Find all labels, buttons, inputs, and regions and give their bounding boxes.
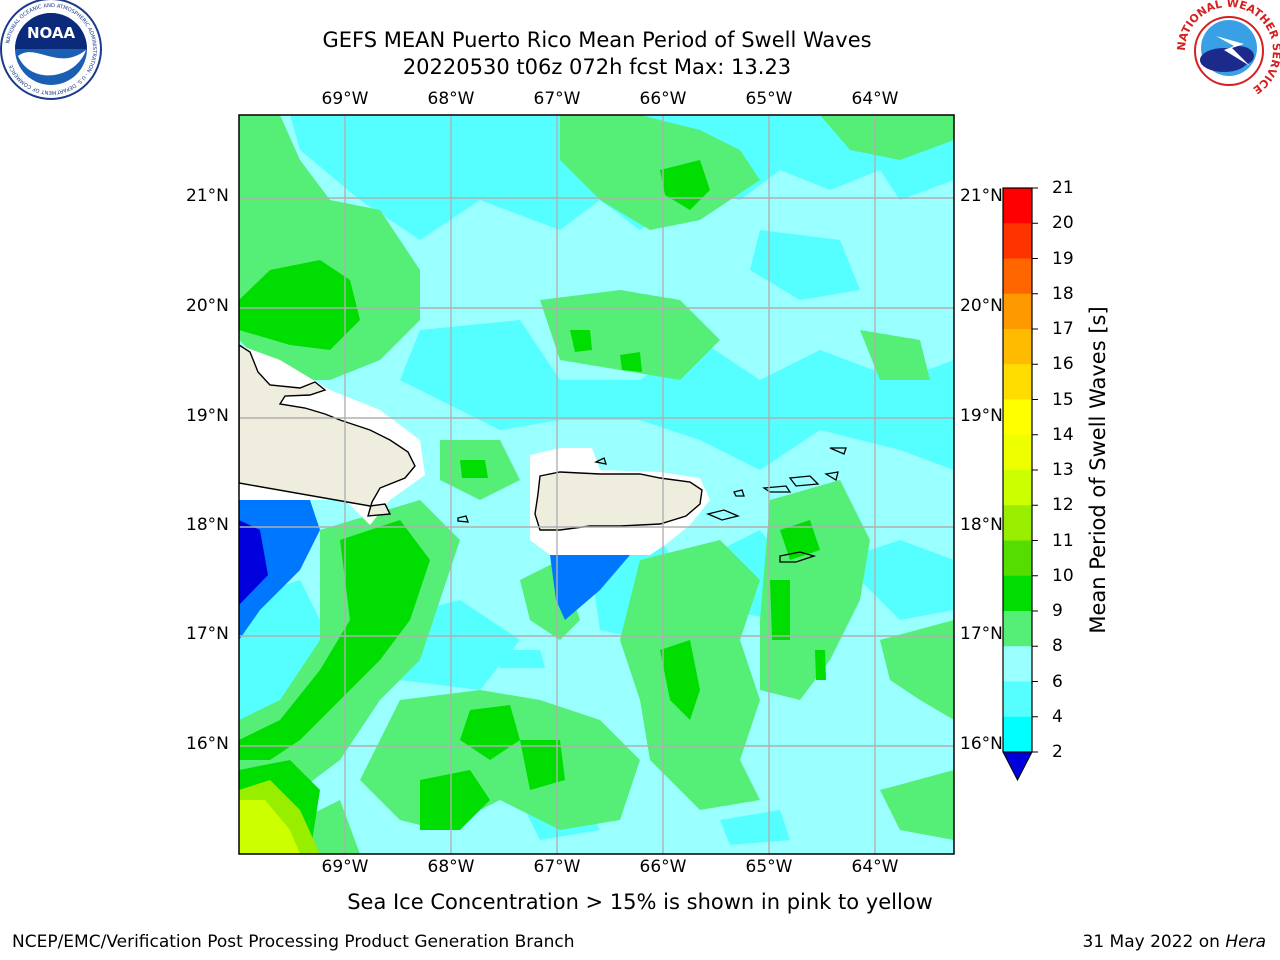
- lon-label-top: 65°W: [745, 89, 793, 109]
- lat-label-right: 20°N: [960, 296, 1003, 316]
- lat-label-right: 18°N: [960, 515, 1003, 535]
- colorbar-tick-label: 10: [1052, 565, 1074, 586]
- colorbar-tick-label: 12: [1052, 495, 1074, 516]
- lon-label-top: 68°W: [427, 89, 475, 109]
- lon-label-bottom: 67°W: [533, 857, 581, 877]
- nws-logo-icon: NATIONAL WEATHER SERVICE: [1175, 0, 1280, 101]
- lat-label-left: 19°N: [186, 406, 229, 426]
- lon-label-bottom: 64°W: [851, 857, 899, 877]
- map-title: GEFS MEAN Puerto Rico Mean Period of Swe…: [322, 28, 872, 52]
- colorbar-tick-label: 21: [1052, 178, 1074, 198]
- lon-label-bottom: 66°W: [639, 857, 687, 877]
- puerto-rico-landmass: [534, 471, 703, 531]
- colorbar-tick-label: 11: [1052, 530, 1074, 551]
- lat-label-left: 20°N: [186, 296, 229, 316]
- map-gridlines: [239, 115, 954, 854]
- lat-label-right: 16°N: [960, 734, 1003, 754]
- noaa-logo-icon: NOAA NATIONAL OCEANIC AND ATMOSPHERIC AD…: [0, 0, 102, 100]
- colorbar-tick-label: 16: [1052, 354, 1074, 375]
- colorbar-tick-label: 20: [1052, 213, 1074, 234]
- lon-label-bottom: 69°W: [321, 857, 369, 877]
- colorbar-tick-label: 17: [1052, 319, 1074, 339]
- small-islands: [457, 447, 847, 563]
- lon-label-bottom: 65°W: [745, 857, 793, 877]
- lon-label-top: 69°W: [321, 89, 369, 109]
- lat-label-right: 17°N: [960, 624, 1003, 644]
- colorbar-label: Mean Period of Swell Waves [s]: [1086, 306, 1110, 634]
- colorbar-tick-label: 18: [1052, 283, 1074, 304]
- sea-ice-caption: Sea Ice Concentration > 15% is shown in …: [0, 890, 1280, 914]
- footer-credit: NCEP/EMC/Verification Post Processing Pr…: [12, 932, 575, 952]
- lon-label-top: 67°W: [533, 89, 581, 109]
- colorbar-tick-label: 2: [1052, 742, 1063, 762]
- colorbar-tick-label: 8: [1052, 636, 1063, 657]
- lon-label-bottom: 68°W: [427, 857, 475, 877]
- lat-label-left: 18°N: [186, 515, 229, 535]
- colorbar-tick-label: 9: [1052, 601, 1063, 621]
- colorbar-tick-label: 4: [1052, 706, 1063, 727]
- colorbar-tick-label: 19: [1052, 248, 1074, 269]
- lon-label-top: 66°W: [639, 89, 687, 109]
- colorbar-tick-label: 15: [1052, 389, 1074, 410]
- noaa-logo-text: NOAA: [27, 24, 76, 42]
- lat-label-right: 19°N: [960, 406, 1003, 426]
- sea-ice-caption-text: Sea Ice Concentration > 15% is shown in …: [347, 890, 933, 914]
- hispaniola-landmass: [239, 344, 416, 517]
- lon-label-top: 64°W: [851, 89, 899, 109]
- colorbar-tick-label: 13: [1052, 460, 1074, 480]
- footer-host: Hera: [1225, 932, 1266, 952]
- lat-label-right: 21°N: [960, 186, 1003, 206]
- colorbar-tick-label: 6: [1052, 671, 1063, 692]
- map-subtitle: 20220530 t06z 072h fcst Max: 13.23: [402, 55, 792, 79]
- lat-label-left: 17°N: [186, 624, 229, 644]
- map-frame: [238, 114, 955, 855]
- lat-label-left: 21°N: [186, 186, 229, 206]
- field-2-4s: [239, 500, 630, 640]
- colorbar-tick-label: 14: [1052, 424, 1074, 445]
- footer-date: 31 May 2022 on Hera: [1083, 932, 1267, 952]
- footer-date-prefix: 31 May 2022 on: [1082, 932, 1226, 952]
- lat-label-left: 16°N: [186, 734, 229, 754]
- field-12-13s: [239, 780, 320, 854]
